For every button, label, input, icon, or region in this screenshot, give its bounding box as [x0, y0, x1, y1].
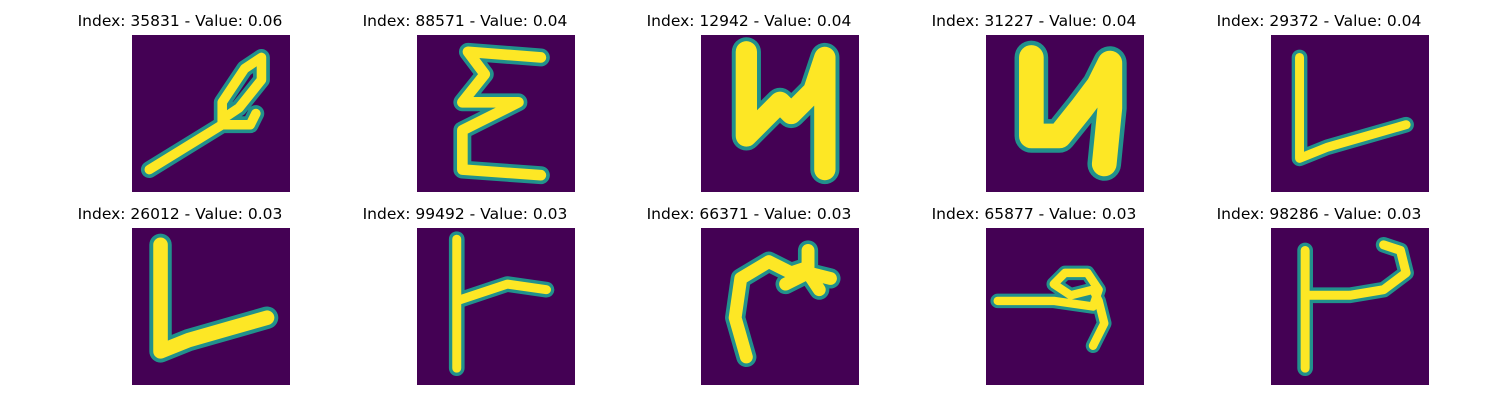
image-title: Index: 26012 - Value: 0.03 — [77, 205, 283, 223]
image-cell: Index: 35831 - Value: 0.06 — [30, 0, 330, 192]
image-title: Index: 29372 - Value: 0.04 — [1216, 12, 1422, 30]
image-title: Index: 65877 - Value: 0.03 — [931, 205, 1137, 223]
image-panel — [132, 228, 290, 385]
image-panel — [132, 35, 290, 192]
image-title: Index: 98286 - Value: 0.03 — [1216, 205, 1422, 223]
image-title: Index: 99492 - Value: 0.03 — [362, 205, 568, 223]
t-crossbar-glyph — [448, 231, 555, 377]
image-panel — [986, 35, 1144, 192]
image-cell: Index: 26012 - Value: 0.03 — [30, 193, 330, 385]
image-title: Index: 35831 - Value: 0.06 — [77, 12, 283, 30]
image-cell: Index: 12942 - Value: 0.04 — [599, 0, 899, 192]
image-title: Index: 88571 - Value: 0.04 — [362, 12, 568, 30]
image-panel — [417, 228, 575, 385]
horizontal-loop-glyph — [990, 265, 1112, 354]
t-hook-glyph — [1297, 236, 1414, 377]
image-cell: Index: 29372 - Value: 0.04 — [1169, 0, 1469, 192]
image-cell: Index: 98286 - Value: 0.03 — [1169, 193, 1469, 385]
image-panel — [1271, 228, 1429, 385]
image-title: Index: 31227 - Value: 0.04 — [931, 12, 1137, 30]
image-title: Index: 66371 - Value: 0.03 — [646, 205, 852, 223]
image-cell: Index: 99492 - Value: 0.03 — [315, 193, 615, 385]
curl-cross-glyph — [725, 240, 841, 368]
looped-diagonal-glyph — [140, 49, 270, 178]
image-panel — [701, 35, 859, 192]
image-cell: Index: 66371 - Value: 0.03 — [599, 193, 899, 385]
image-cell: Index: 65877 - Value: 0.03 — [884, 193, 1184, 385]
l-shape-glyph — [1291, 49, 1414, 167]
image-cell: Index: 88571 - Value: 0.04 — [315, 0, 615, 192]
bold-l-shape-glyph — [149, 233, 279, 363]
image-panel — [1271, 35, 1429, 192]
image-title: Index: 12942 - Value: 0.04 — [646, 12, 852, 30]
bold-n-glyph — [731, 37, 840, 185]
image-panel — [701, 228, 859, 385]
image-panel — [417, 35, 575, 192]
image-cell: Index: 31227 - Value: 0.04 — [884, 0, 1184, 192]
bold-n-glyph-alt — [1014, 40, 1127, 181]
image-panel — [986, 228, 1144, 385]
zigzag-epsilon-glyph — [453, 42, 550, 185]
